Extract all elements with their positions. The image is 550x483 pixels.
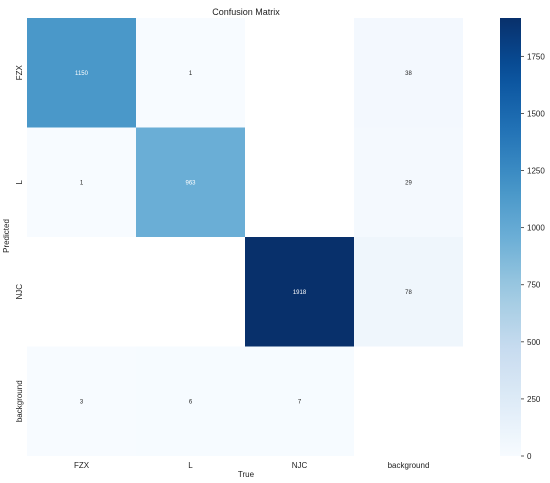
x-axis-label: True xyxy=(238,470,255,479)
heatmap-cell xyxy=(136,18,245,128)
colorbar-tick-label: 1750 xyxy=(527,52,545,61)
colorbar-tick-label: 0 xyxy=(527,452,532,461)
heatmap-cell xyxy=(136,346,245,456)
y-tick-label: NJC xyxy=(15,284,24,300)
cell-value-label: 7 xyxy=(298,399,302,405)
heatmap-cell xyxy=(136,237,245,347)
heatmap-cell xyxy=(354,237,463,347)
y-tick-labels: FZX L NJC background xyxy=(15,65,24,423)
colorbar-tick-label: 1000 xyxy=(527,224,545,233)
y-axis-label: Predicted xyxy=(2,219,11,253)
heatmap-cell xyxy=(245,18,354,128)
colorbar-tick-label: 250 xyxy=(527,395,541,404)
heatmap-cell xyxy=(27,127,136,237)
heatmap-cell xyxy=(27,346,136,456)
heatmap-cell xyxy=(354,127,463,237)
heatmap-cell xyxy=(27,237,136,347)
colorbar-tick-label: 1500 xyxy=(527,109,545,118)
heatmap-cell xyxy=(136,127,245,237)
cell-value-label: 1 xyxy=(189,71,193,77)
y-tick-label: background xyxy=(15,380,24,422)
x-tick-labels: FZX L NJC background xyxy=(74,461,429,470)
x-tick-label: background xyxy=(388,461,430,470)
colorbar-tick-label: 750 xyxy=(527,281,541,290)
x-tick-label: NJC xyxy=(292,461,308,470)
heatmap-cell xyxy=(245,237,354,347)
heatmap-cells xyxy=(27,18,463,456)
chart-title: Confusion Matrix xyxy=(212,7,280,17)
x-tick-label: L xyxy=(188,461,193,470)
heatmap-cell xyxy=(27,18,136,128)
colorbar xyxy=(500,18,521,456)
cell-value-label: 1918 xyxy=(293,290,307,296)
cell-value-label: 3 xyxy=(80,399,84,405)
cell-value-label: 78 xyxy=(405,290,412,296)
colorbar-ticks: 0 250 500 750 1000 1250 1500 1750 xyxy=(521,52,545,461)
y-tick-label: L xyxy=(15,179,24,184)
heatmap-cell xyxy=(354,346,463,456)
heatmap-cell xyxy=(245,127,354,237)
heatmap-cell xyxy=(245,346,354,456)
cell-value-label: 6 xyxy=(189,399,193,405)
cell-value-label: 1 xyxy=(80,180,84,186)
colorbar-tick-label: 500 xyxy=(527,338,541,347)
heatmap-cell xyxy=(354,18,463,128)
cell-value-label: 38 xyxy=(405,71,412,77)
x-tick-label: FZX xyxy=(74,461,90,470)
y-tick-label: FZX xyxy=(15,65,24,81)
cell-value-label: 1150 xyxy=(75,71,89,77)
cell-value-label: 29 xyxy=(405,180,412,186)
cell-value-label: 963 xyxy=(185,180,196,186)
colorbar-tick-label: 1250 xyxy=(527,167,545,176)
cell-value-labels: 1150 1 38 1 963 29 1918 78 3 6 7 xyxy=(75,71,412,406)
